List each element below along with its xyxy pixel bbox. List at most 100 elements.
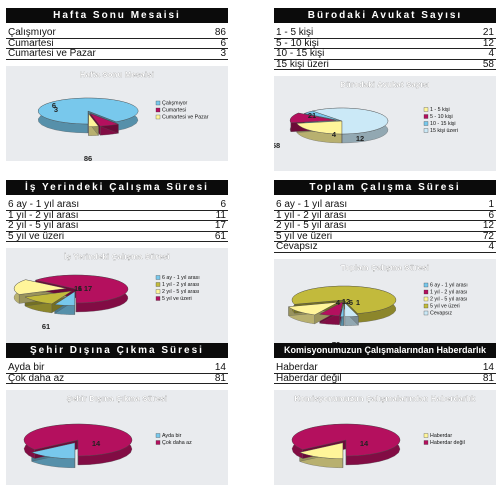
legend-swatch bbox=[155, 114, 161, 119]
row-value: 12 bbox=[482, 220, 494, 231]
legend-label: 6 ay - 1 yıl arası bbox=[162, 275, 200, 281]
legend-label: Cumartesi bbox=[162, 107, 186, 113]
legend-label: 15 kişi üzeri bbox=[430, 128, 458, 134]
pie-chart: Komisyonumuzun Çalışmalarından Haberdarl… bbox=[291, 394, 476, 468]
pie-slice bbox=[31, 442, 76, 460]
table-row: Cevapsız 4 bbox=[274, 241, 496, 253]
row-label: 5 - 10 kişi bbox=[276, 37, 319, 49]
row-value: 3 bbox=[220, 48, 226, 59]
table-row: Çalışmıyor 86 bbox=[6, 27, 228, 39]
row-label: 2 yıl - 5 yıl arası bbox=[8, 220, 79, 231]
legend-label: Çalışmıyor bbox=[162, 100, 188, 106]
row-value: 72 bbox=[482, 230, 494, 242]
legend-swatch bbox=[155, 289, 161, 294]
legend-label: Ayda bir bbox=[162, 433, 182, 439]
row-label: Cumartesi ve Pazar bbox=[8, 48, 96, 59]
data-label: 61 bbox=[42, 322, 50, 331]
pie-chart: Toplam Çalışma Süresi16127246 ay - 1 yıl… bbox=[287, 262, 468, 349]
panel-toplam-calisma-suresi: Toplam Çalışma Süresi 6 ay - 1 yıl arası 1… bbox=[274, 180, 496, 354]
chart-box: Komisyonumuzun Çalışmalarından Haberdarl… bbox=[274, 390, 496, 485]
table-row: 6 ay - 1 yıl arası 1 bbox=[274, 199, 496, 211]
row-label: Cevapsız bbox=[276, 241, 318, 252]
panel-hafta-sonu-mesaisi: Hafta Sonu Mesaisi Çalışmıyor 86 Cumartesi 6… bbox=[6, 8, 228, 161]
row-label: Haberdar değil bbox=[276, 372, 342, 384]
data-label: 86 bbox=[84, 154, 92, 161]
table-row: 2 yıl - 5 yıl arası 12 bbox=[274, 220, 496, 232]
row-value: 61 bbox=[214, 230, 226, 242]
chart-title: Hafta Sonu Mesaisi bbox=[80, 70, 154, 79]
row-value: 11 bbox=[215, 209, 226, 221]
pie-slice bbox=[290, 112, 337, 124]
panel-heading: Şehir Dışına Çıkma Süresi bbox=[6, 343, 228, 358]
table-row: 5 yıl ve üzeri 61 bbox=[6, 230, 228, 242]
pie-slice bbox=[13, 279, 67, 295]
legend-label: Haberdar bbox=[430, 433, 452, 439]
legend-swatch bbox=[155, 440, 161, 445]
table-row: Haberdar 14 bbox=[274, 362, 496, 374]
row-value: 1 bbox=[488, 199, 494, 210]
pie-slice bbox=[299, 442, 344, 460]
pie-slices bbox=[291, 423, 401, 468]
legend-swatch bbox=[423, 107, 429, 112]
pie-chart: Bürodaki Avukat Sayısı 21 12 4 58 1 - 5 kişi5… bbox=[274, 80, 458, 150]
pie-slices bbox=[13, 274, 129, 315]
chart-box: Toplam Çalışma Süresi16127246 ay - 1 yıl… bbox=[274, 258, 496, 354]
pie-chart: İş Yerindeki Çalışma Süresi 611 17 61 6 ay -… bbox=[13, 252, 200, 331]
pie-slice bbox=[296, 120, 343, 135]
data-label: 6 bbox=[78, 284, 82, 293]
data-label: 14 bbox=[92, 439, 101, 448]
row-value: 58 bbox=[482, 58, 494, 70]
pie-slice bbox=[54, 291, 75, 306]
legend-swatch bbox=[423, 310, 429, 315]
table-row: 5 - 10 kişi 12 bbox=[274, 37, 496, 49]
legend-swatch bbox=[423, 114, 429, 119]
pie-slice bbox=[287, 301, 338, 315]
row-label: 15 kişi üzeri bbox=[276, 58, 329, 70]
row-value: 4 bbox=[488, 241, 494, 252]
pie-slices bbox=[287, 285, 397, 326]
pie-slice bbox=[311, 107, 389, 135]
row-label: 1 - 5 kişi bbox=[276, 27, 314, 38]
legend-label: 2 yıl - 5 yıl arası bbox=[430, 296, 467, 302]
row-label: 6 ay - 1 yıl arası bbox=[8, 199, 80, 210]
data-label: 12 bbox=[342, 297, 350, 306]
row-label: 1 yıl - 2 yıl arası bbox=[8, 209, 79, 221]
data-label: 4 bbox=[336, 298, 341, 307]
row-value: 86 bbox=[214, 27, 226, 38]
pie-slices bbox=[38, 97, 139, 136]
pie-slices bbox=[23, 423, 133, 468]
legend-swatch bbox=[155, 100, 161, 105]
table-row: Çok daha az 81 bbox=[6, 373, 228, 384]
table-row: 15 kişi üzeri 58 bbox=[274, 58, 496, 70]
data-label: 14 bbox=[360, 439, 369, 448]
pie-slice bbox=[23, 423, 133, 457]
legend-swatch bbox=[423, 289, 429, 294]
data-label: 17 bbox=[84, 284, 92, 293]
pie-slice bbox=[291, 423, 401, 457]
pie-chart: Şehir Dışına Çıkma Süresi1481Ayda birÇok… bbox=[23, 394, 192, 468]
panel-komisyon-haberdarlik: Komisyonumuzun Çalışmalarından Haberdarl… bbox=[274, 343, 496, 485]
row-value: 6 bbox=[488, 209, 494, 221]
data-label: 12 bbox=[356, 134, 364, 143]
data-label: 6 bbox=[349, 298, 353, 307]
legend-label: 5 - 10 kişi bbox=[430, 114, 453, 120]
row-value: 17 bbox=[214, 220, 226, 231]
legend-label: 1 - 5 kişi bbox=[430, 107, 450, 113]
chart-box: Bürodaki Avukat Sayısı 21 12 4 58 1 - 5 kişi5… bbox=[274, 76, 496, 171]
panel-burodaki-avukat-sayisi: Bürodaki Avukat Sayısı 1 - 5 kişi 21 5 - 10… bbox=[274, 8, 496, 171]
panel-heading: Hafta Sonu Mesaisi bbox=[6, 8, 228, 23]
panel-heading: Komisyonumuzun Çalışmalarından Haberdarl… bbox=[274, 343, 496, 358]
row-label: 6 ay - 1 yıl arası bbox=[276, 199, 348, 210]
table-row: Haberdar değil 81 bbox=[274, 372, 496, 384]
row-value: 4 bbox=[488, 48, 494, 59]
data-label: 11 bbox=[74, 284, 82, 293]
row-value: 14 bbox=[482, 362, 494, 373]
legend-label: 5 yıl ve üzeri bbox=[162, 296, 192, 302]
table-row: Ayda bir 14 bbox=[6, 362, 228, 374]
table-row: Cumartesi ve Pazar 3 bbox=[6, 48, 228, 60]
row-label: 5 yıl ve üzeri bbox=[8, 230, 65, 242]
panel-heading: İş Yerindeki Çalışma Süresi bbox=[6, 180, 228, 195]
chart-title: İş Yerindeki Çalışma Süresi bbox=[64, 252, 170, 261]
legend-label: 2 yıl - 5 yıl arası bbox=[162, 289, 199, 295]
row-value: 21 bbox=[482, 27, 494, 38]
